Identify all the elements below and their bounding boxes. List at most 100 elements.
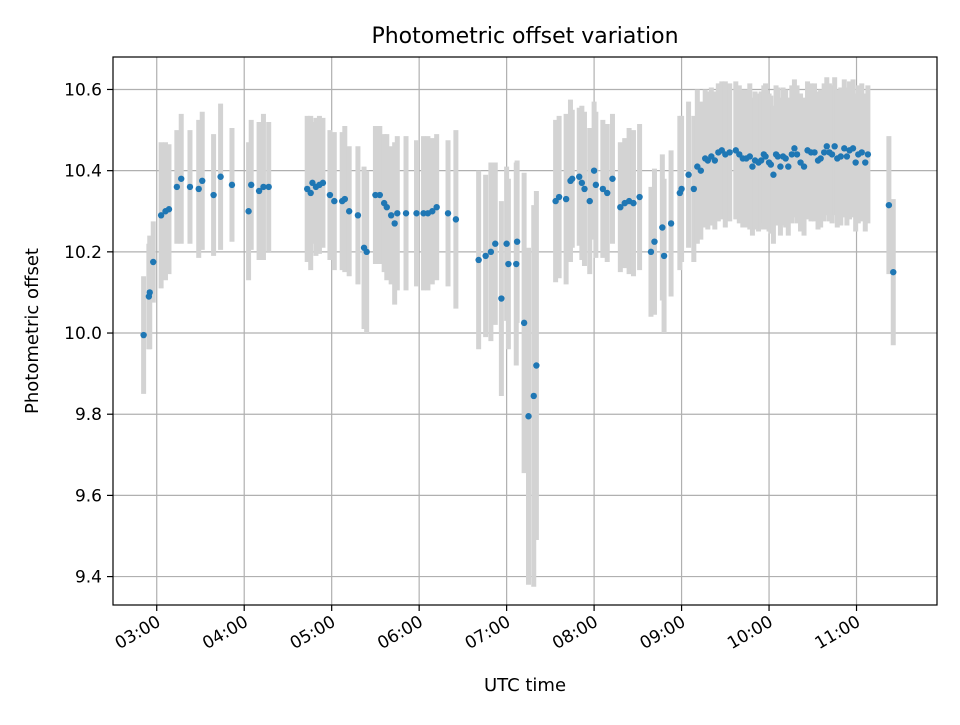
data-point <box>513 238 521 245</box>
data-point <box>831 143 838 150</box>
data-point <box>858 149 865 156</box>
data-point <box>520 319 528 327</box>
data-point <box>503 240 510 247</box>
data-point <box>140 331 147 339</box>
data-point <box>811 149 818 156</box>
data-point <box>785 163 792 170</box>
data-point <box>260 183 267 191</box>
data-point <box>746 153 754 160</box>
data-point <box>767 161 775 168</box>
data-point <box>817 155 824 162</box>
data-point <box>782 155 789 162</box>
data-point <box>248 181 255 189</box>
data-point <box>569 175 576 182</box>
data-point <box>492 240 499 247</box>
data-point <box>726 149 733 156</box>
data-point <box>402 210 410 217</box>
data-point <box>487 248 495 256</box>
data-point <box>413 210 420 217</box>
y-tick-label: 9.8 <box>75 405 102 425</box>
data-point <box>852 159 859 166</box>
data-point <box>452 216 460 223</box>
data-point <box>841 145 848 152</box>
data-point <box>890 268 897 276</box>
data-point <box>762 153 769 160</box>
y-tick-label: 10.4 <box>64 162 102 182</box>
data-point <box>533 362 540 369</box>
data-point <box>697 167 705 174</box>
data-point <box>592 181 600 189</box>
data-point <box>667 220 675 227</box>
data-point <box>678 185 685 193</box>
data-point <box>383 203 390 211</box>
data-point <box>245 208 252 215</box>
data-point <box>885 201 893 209</box>
data-point <box>578 179 586 187</box>
data-point <box>864 151 872 158</box>
data-point <box>513 260 520 268</box>
data-point <box>265 183 272 191</box>
data-points <box>140 143 897 420</box>
data-point <box>444 210 452 217</box>
data-point <box>146 289 153 296</box>
data-point <box>636 193 643 201</box>
data-point <box>210 191 217 199</box>
y-tick-label: 9.6 <box>75 486 102 506</box>
data-point <box>651 238 658 245</box>
data-point <box>498 295 505 302</box>
data-point <box>647 248 655 256</box>
data-point <box>391 220 398 227</box>
data-point <box>862 159 869 166</box>
y-tick-label: 9.4 <box>75 568 102 588</box>
y-tick-label: 10.2 <box>64 243 102 263</box>
data-point <box>630 199 637 207</box>
data-point <box>387 212 395 219</box>
data-point <box>749 163 756 170</box>
data-point <box>690 185 698 193</box>
data-point <box>791 145 798 152</box>
data-point <box>505 260 512 268</box>
data-point <box>530 392 537 400</box>
data-point <box>793 151 801 158</box>
data-point <box>199 177 206 185</box>
data-point <box>482 252 489 260</box>
data-point <box>777 163 784 170</box>
data-point <box>525 413 532 420</box>
data-point <box>157 212 165 219</box>
data-point <box>800 163 808 170</box>
data-point <box>394 210 401 217</box>
data-point <box>685 171 692 178</box>
data-point <box>228 181 236 189</box>
data-point <box>433 203 440 211</box>
data-point <box>326 191 334 199</box>
data-point <box>173 183 181 191</box>
data-point <box>255 187 263 195</box>
data-point <box>604 189 611 197</box>
data-point <box>562 195 570 203</box>
data-point <box>788 151 795 158</box>
data-point <box>186 183 194 191</box>
data-point <box>341 195 349 203</box>
data-point <box>590 167 598 174</box>
data-point <box>659 224 666 231</box>
data-point <box>609 175 616 182</box>
data-point <box>165 206 173 213</box>
data-point <box>376 191 383 199</box>
data-point <box>843 153 851 160</box>
data-point <box>307 189 314 197</box>
data-point <box>770 171 777 178</box>
data-point <box>195 185 202 193</box>
data-point <box>820 149 828 156</box>
data-point <box>617 203 624 211</box>
x-axis-label: UTC time <box>484 675 566 696</box>
data-point <box>319 179 327 187</box>
data-point <box>828 151 836 158</box>
data-point <box>757 157 765 164</box>
data-point <box>581 185 588 193</box>
data-point <box>372 191 379 199</box>
data-point <box>429 208 436 215</box>
data-point <box>345 208 353 215</box>
data-point <box>475 256 482 264</box>
